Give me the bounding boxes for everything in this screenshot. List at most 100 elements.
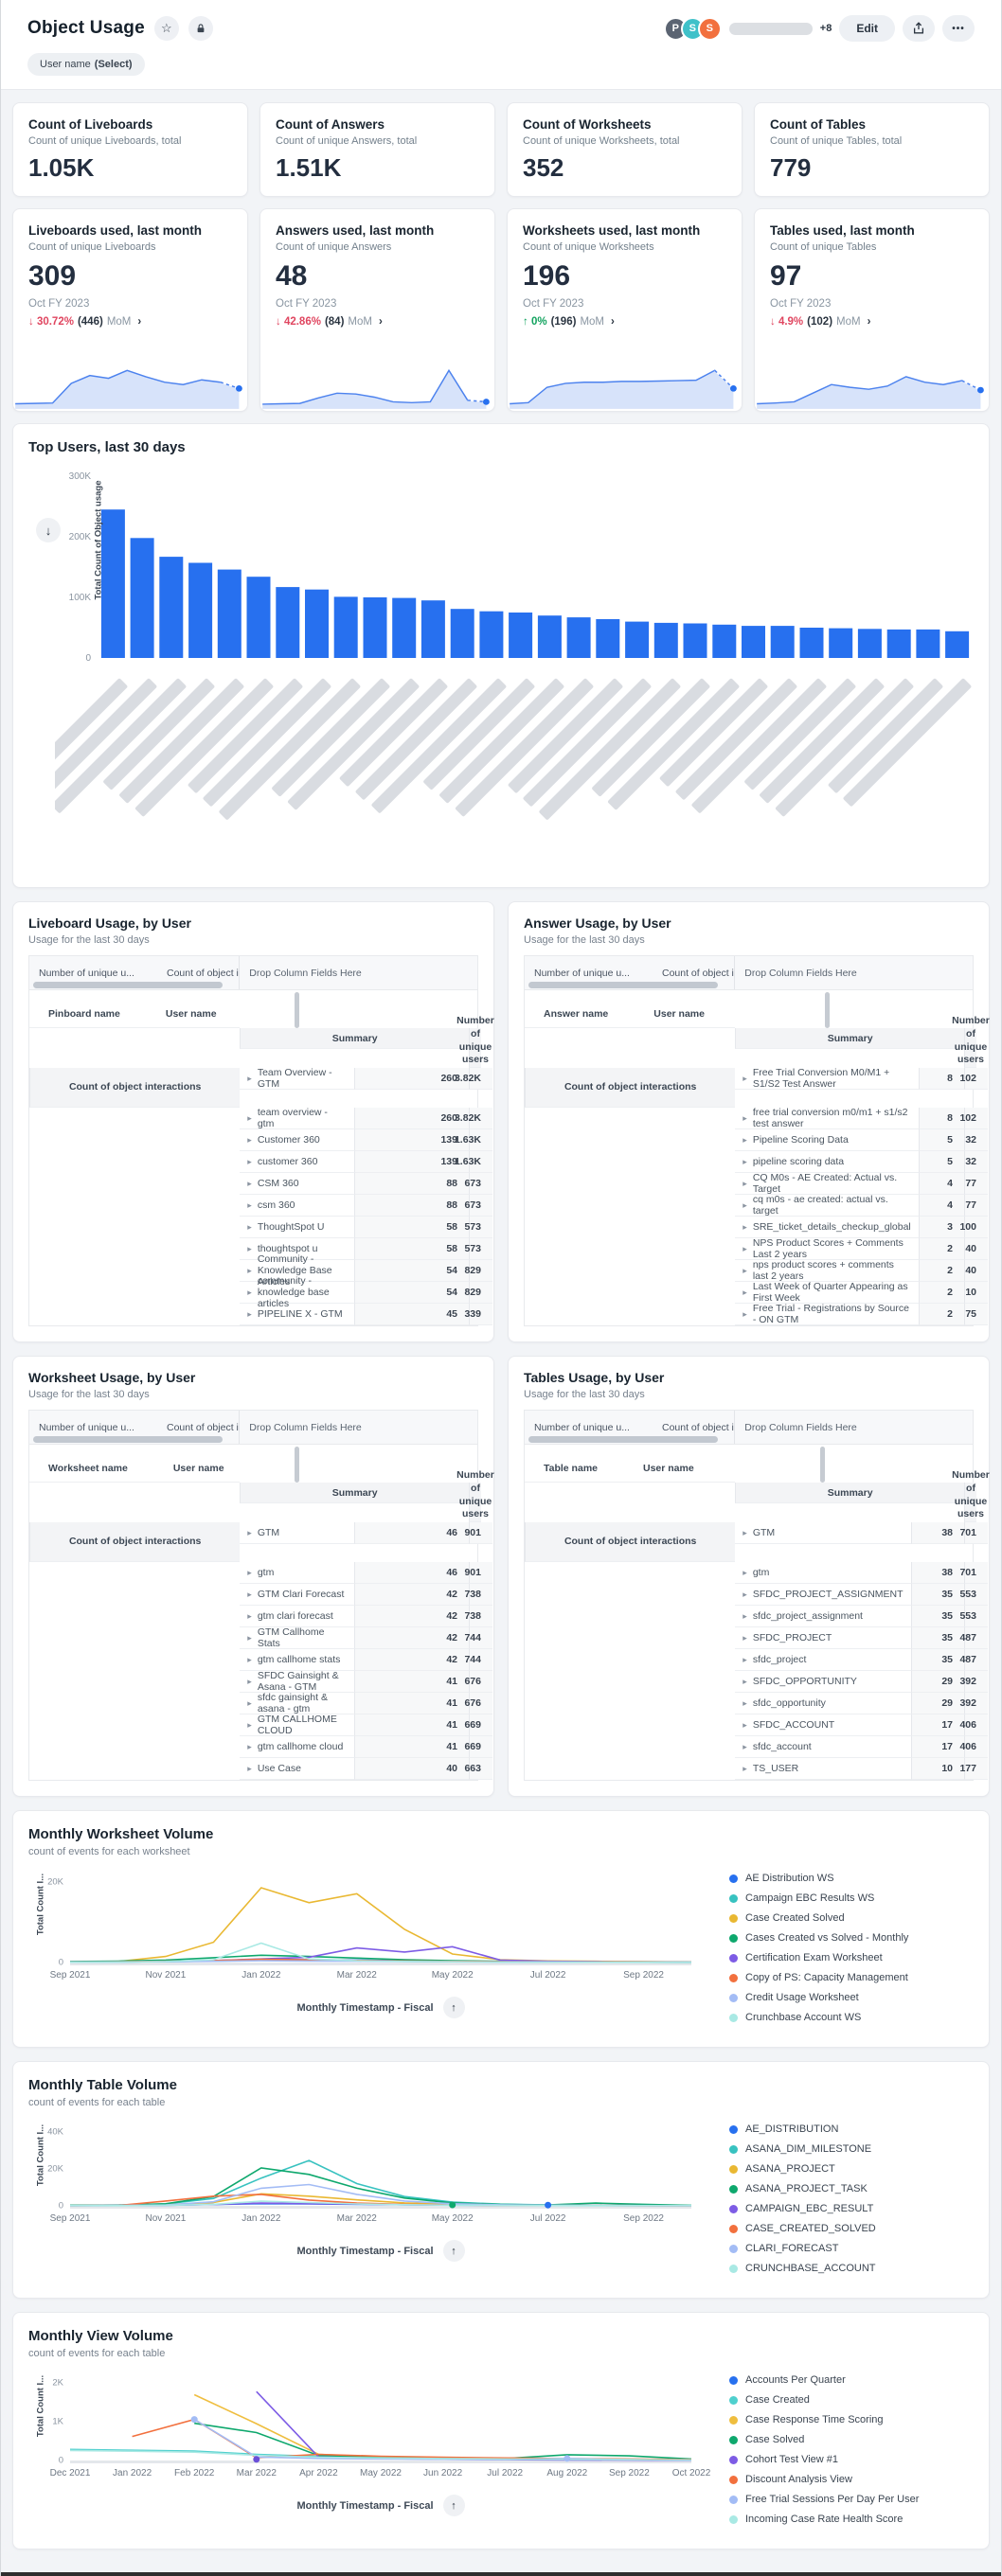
kpi-trend-card[interactable]: Worksheets used, last month Count of uni…	[507, 208, 743, 412]
expand-caret-icon[interactable]: ▸	[247, 1265, 252, 1275]
user-bar[interactable]	[916, 629, 940, 658]
kpi-change-row[interactable]: ↓ 4.9% (102) MoM ›	[770, 316, 974, 328]
sort-ascending-button[interactable]: ↑	[442, 2240, 465, 2262]
expand-caret-icon[interactable]: ▸	[743, 1156, 747, 1166]
expand-caret-icon[interactable]: ▸	[743, 1243, 747, 1253]
kpi-change-row[interactable]: ↓ 42.86% (84) MoM ›	[276, 316, 479, 328]
drop-column-fields-zone[interactable]: Drop Column Fields Here	[249, 967, 362, 979]
chevron-right-icon[interactable]: ›	[867, 316, 871, 328]
expand-caret-icon[interactable]: ▸	[743, 1178, 747, 1188]
favorite-star-icon[interactable]: ☆	[153, 16, 179, 41]
legend-item[interactable]: Discount Analysis View	[729, 2474, 974, 2485]
table-row-name[interactable]: ▸ thoughtspot u	[240, 1238, 355, 1260]
table-row-name[interactable]: ▸ GTM Callhome Stats	[240, 1626, 355, 1649]
horizontal-scrollbar[interactable]	[528, 982, 725, 988]
measure-chips[interactable]: Number of unique u... Count of object in…	[29, 1411, 241, 1444]
table-row-name[interactable]: ▸ gtm clari forecast	[240, 1606, 355, 1627]
expand-caret-icon[interactable]: ▸	[743, 1073, 747, 1083]
table-row-name[interactable]: ▸ CQ M0s - AE Created: Actual vs. Target	[735, 1172, 919, 1195]
avatar[interactable]: S	[680, 16, 705, 41]
horizontal-scrollbar[interactable]	[33, 982, 230, 988]
expand-caret-icon[interactable]: ▸	[743, 1265, 747, 1275]
user-column-header[interactable]: User name	[165, 1008, 217, 1020]
expand-caret-icon[interactable]: ▸	[743, 1589, 747, 1599]
legend-item[interactable]: ASANA_DIM_MILESTONE	[729, 2143, 974, 2155]
user-bar[interactable]	[363, 597, 387, 658]
expand-caret-icon[interactable]: ▸	[247, 1763, 252, 1773]
legend-item[interactable]: Cohort Test View #1	[729, 2454, 974, 2465]
table-row-name[interactable]: ▸ sfdc gainsight & asana - gtm	[240, 1692, 355, 1714]
legend-item[interactable]: Campaign EBC Results WS	[729, 1892, 974, 1904]
table-row-name[interactable]: ▸ pipeline scoring data	[735, 1151, 919, 1173]
user-bar[interactable]	[596, 619, 620, 658]
expand-caret-icon[interactable]: ▸	[743, 1221, 747, 1232]
kpi-card[interactable]: Count of Worksheets Count of unique Work…	[507, 102, 743, 197]
table-row-name[interactable]: ▸ Team Overview - GTM	[240, 1067, 355, 1090]
user-column-header[interactable]: User name	[653, 1008, 705, 1020]
name-column-header[interactable]: Table name	[544, 1463, 598, 1474]
user-bar[interactable]	[857, 629, 882, 658]
user-bar[interactable]	[566, 617, 591, 658]
legend-item[interactable]: Case Solved	[729, 2434, 974, 2445]
legend-item[interactable]: CLARI_FORECAST	[729, 2243, 974, 2254]
measure-chip[interactable]: Count of object inte...	[661, 1421, 734, 1433]
interactions-column-header[interactable]: Count of object interactions	[525, 1068, 736, 1108]
table-row-name[interactable]: ▸ Customer 360	[240, 1129, 355, 1151]
legend-item[interactable]: ASANA_PROJECT_TASK	[729, 2183, 974, 2194]
expand-caret-icon[interactable]: ▸	[743, 1134, 747, 1145]
table-row-name[interactable]: ▸ GTM	[240, 1522, 355, 1544]
legend-item[interactable]: Free Trial Sessions Per Day Per User	[729, 2494, 974, 2505]
expand-caret-icon[interactable]: ▸	[743, 1610, 747, 1621]
expand-caret-icon[interactable]: ▸	[743, 1567, 747, 1577]
vertical-scrollbar[interactable]	[735, 990, 919, 1028]
more-menu-button[interactable]: •••	[942, 15, 975, 42]
expand-caret-icon[interactable]: ▸	[247, 1697, 252, 1708]
expand-caret-icon[interactable]: ▸	[247, 1610, 252, 1621]
expand-caret-icon[interactable]: ▸	[743, 1741, 747, 1751]
user-bar[interactable]	[246, 577, 271, 658]
expand-caret-icon[interactable]: ▸	[247, 1221, 252, 1232]
kpi-card[interactable]: Count of Answers Count of unique Answers…	[259, 102, 495, 197]
name-column-header[interactable]: Worksheet name	[48, 1463, 128, 1474]
legend-item[interactable]: Case Created	[729, 2394, 974, 2406]
measure-chip[interactable]: Number of unique u...	[39, 967, 134, 979]
expand-caret-icon[interactable]: ▸	[743, 1654, 747, 1664]
measure-chips[interactable]: Number of unique u... Count of object in…	[525, 956, 736, 989]
user-name-filter-chip[interactable]: User name (Select)	[27, 53, 145, 76]
user-bar[interactable]	[188, 562, 213, 659]
user-bar[interactable]	[653, 622, 678, 658]
table-row-name[interactable]: ▸ Free Trial Conversion M0/M1 + S1/S2 Tes…	[735, 1067, 919, 1090]
expand-caret-icon[interactable]: ▸	[743, 1199, 747, 1210]
table-row-name[interactable]: ▸ nps product scores + comments last 2 ye…	[735, 1259, 919, 1282]
vertical-scrollbar[interactable]	[240, 1445, 355, 1483]
horizontal-scrollbar[interactable]	[528, 1436, 725, 1443]
legend-item[interactable]: Crunchbase Account WS	[729, 2012, 974, 2023]
table-row-name[interactable]: ▸ GTM CALLHOME CLOUD	[240, 1714, 355, 1736]
user-column-header[interactable]: User name	[172, 1463, 224, 1474]
expand-caret-icon[interactable]: ▸	[247, 1199, 252, 1210]
table-row-name[interactable]: ▸ SFDC_ACCOUNT	[735, 1714, 911, 1736]
legend-item[interactable]: AE_DISTRIBUTION	[729, 2123, 974, 2135]
drop-column-fields-zone[interactable]: Drop Column Fields Here	[744, 967, 857, 979]
table-row-name[interactable]: ▸ Last Week of Quarter Appearing as First…	[735, 1281, 919, 1304]
kpi-change-row[interactable]: ↓ 30.72% (446) MoM ›	[28, 316, 232, 328]
expand-caret-icon[interactable]: ▸	[247, 1178, 252, 1188]
legend-item[interactable]: CASE_CREATED_SOLVED	[729, 2223, 974, 2234]
drop-column-fields-zone[interactable]: Drop Column Fields Here	[744, 1421, 857, 1433]
legend-item[interactable]: Case Response Time Scoring	[729, 2414, 974, 2425]
legend-item[interactable]: Copy of PS: Capacity Management	[729, 1972, 974, 1983]
expand-caret-icon[interactable]: ▸	[247, 1589, 252, 1599]
horizontal-scrollbar[interactable]	[33, 1436, 230, 1443]
legend-item[interactable]: Incoming Case Rate Health Score	[729, 2514, 974, 2525]
interactions-column-header[interactable]: Count of object interactions	[29, 1522, 241, 1562]
table-row-name[interactable]: ▸ sfdc_opportunity	[735, 1693, 911, 1714]
measure-chip[interactable]: Number of unique u...	[534, 1421, 630, 1433]
expand-caret-icon[interactable]: ▸	[743, 1527, 747, 1537]
legend-item[interactable]: ASANA_PROJECT	[729, 2163, 974, 2175]
legend-item[interactable]: Certification Exam Worksheet	[729, 1952, 974, 1963]
sort-ascending-button[interactable]: ↑	[442, 2495, 465, 2516]
legend-item[interactable]: CRUNCHBASE_ACCOUNT	[729, 2263, 974, 2274]
table-row-name[interactable]: ▸ cq m0s - ae created: actual vs. target	[735, 1194, 919, 1217]
legend-item[interactable]: Credit Usage Worksheet	[729, 1992, 974, 2003]
